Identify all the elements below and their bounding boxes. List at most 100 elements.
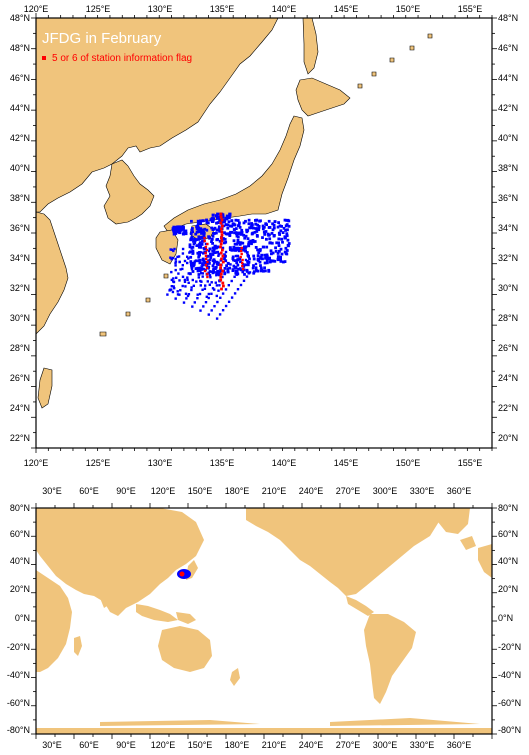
station-marker — [176, 293, 180, 296]
station-marker — [211, 271, 215, 275]
station-marker — [215, 284, 219, 287]
station-marker — [230, 224, 234, 228]
station-marker — [230, 296, 234, 299]
station-marker — [179, 289, 182, 292]
station-marker — [209, 256, 212, 259]
station-marker — [188, 245, 192, 249]
station-marker — [285, 219, 288, 222]
flagged-station-marker — [241, 261, 244, 265]
station-marker — [234, 269, 238, 273]
station-marker — [223, 253, 226, 257]
station-marker — [216, 212, 220, 216]
station-marker — [224, 259, 228, 263]
station-marker — [227, 220, 231, 224]
station-marker — [207, 292, 210, 296]
station-marker — [189, 232, 193, 235]
flagged-station-marker — [219, 278, 223, 282]
station-marker — [208, 247, 211, 250]
station-marker — [244, 263, 248, 267]
station-marker — [254, 266, 258, 270]
lat-label: 46°N — [498, 43, 518, 53]
station-marker — [262, 245, 265, 249]
station-marker — [243, 245, 246, 249]
station-marker — [172, 232, 176, 236]
station-marker — [272, 226, 276, 230]
station-markers — [166, 212, 291, 320]
station-marker — [225, 223, 228, 226]
station-marker — [221, 215, 225, 219]
station-marker — [282, 260, 285, 264]
station-marker — [186, 294, 190, 298]
station-marker — [199, 309, 202, 312]
station-marker — [285, 252, 289, 256]
station-marker — [237, 224, 240, 228]
station-marker — [218, 239, 222, 243]
station-marker — [267, 269, 271, 273]
station-marker — [235, 261, 239, 264]
station-marker — [222, 224, 226, 228]
station-marker — [190, 247, 193, 250]
lon-label: 90°E — [116, 740, 136, 750]
lon-label: 60°E — [79, 740, 99, 750]
station-marker — [196, 219, 200, 223]
station-marker — [216, 250, 219, 254]
station-marker — [246, 253, 250, 257]
station-marker — [258, 260, 262, 264]
station-marker — [234, 227, 238, 230]
lon-label: 120°E — [24, 458, 49, 468]
flagged-station-marker — [241, 267, 245, 271]
station-marker — [216, 238, 219, 241]
station-marker — [181, 226, 185, 230]
global-station-cluster — [177, 569, 191, 579]
station-marker — [211, 264, 215, 268]
lat-label: 32°N — [498, 253, 518, 263]
station-marker — [235, 242, 239, 246]
station-marker — [231, 255, 235, 259]
station-marker — [201, 257, 205, 261]
station-marker — [219, 259, 222, 262]
station-marker — [207, 271, 211, 275]
station-marker — [234, 231, 238, 234]
station-marker — [210, 240, 213, 243]
station-marker — [221, 275, 224, 279]
station-marker — [244, 219, 247, 223]
station-marker — [215, 260, 219, 264]
station-marker — [214, 267, 217, 270]
station-marker — [212, 262, 216, 265]
station-marker — [191, 305, 194, 308]
station-marker — [217, 252, 221, 256]
station-marker — [172, 280, 175, 283]
station-marker — [215, 274, 218, 277]
station-marker — [280, 225, 283, 228]
lat-label: 42°N — [498, 103, 518, 113]
lon-label: 90°E — [116, 486, 136, 496]
station-marker — [287, 219, 291, 223]
station-marker — [239, 233, 243, 236]
station-marker — [202, 234, 206, 238]
station-marker — [287, 224, 291, 228]
lat-label: -20°N — [498, 642, 521, 652]
station-marker — [271, 251, 275, 255]
station-marker — [215, 246, 218, 250]
station-marker — [181, 267, 184, 271]
station-marker — [199, 229, 203, 233]
station-marker — [216, 216, 220, 220]
station-marker — [226, 261, 230, 265]
station-marker — [200, 251, 203, 254]
station-marker — [209, 255, 213, 258]
station-marker — [215, 294, 218, 298]
station-marker — [246, 237, 250, 241]
station-marker — [233, 259, 237, 262]
station-marker — [252, 254, 256, 258]
station-marker — [170, 285, 173, 288]
station-marker — [224, 288, 228, 291]
station-marker — [198, 251, 201, 254]
station-marker — [221, 246, 225, 250]
lat-label: 36°N — [498, 193, 518, 203]
flagged-station-marker — [205, 266, 209, 270]
station-marker — [236, 288, 240, 291]
station-marker — [230, 231, 234, 234]
lat-label: 26°N — [498, 343, 518, 353]
station-marker — [224, 240, 228, 244]
station-marker — [277, 241, 280, 245]
